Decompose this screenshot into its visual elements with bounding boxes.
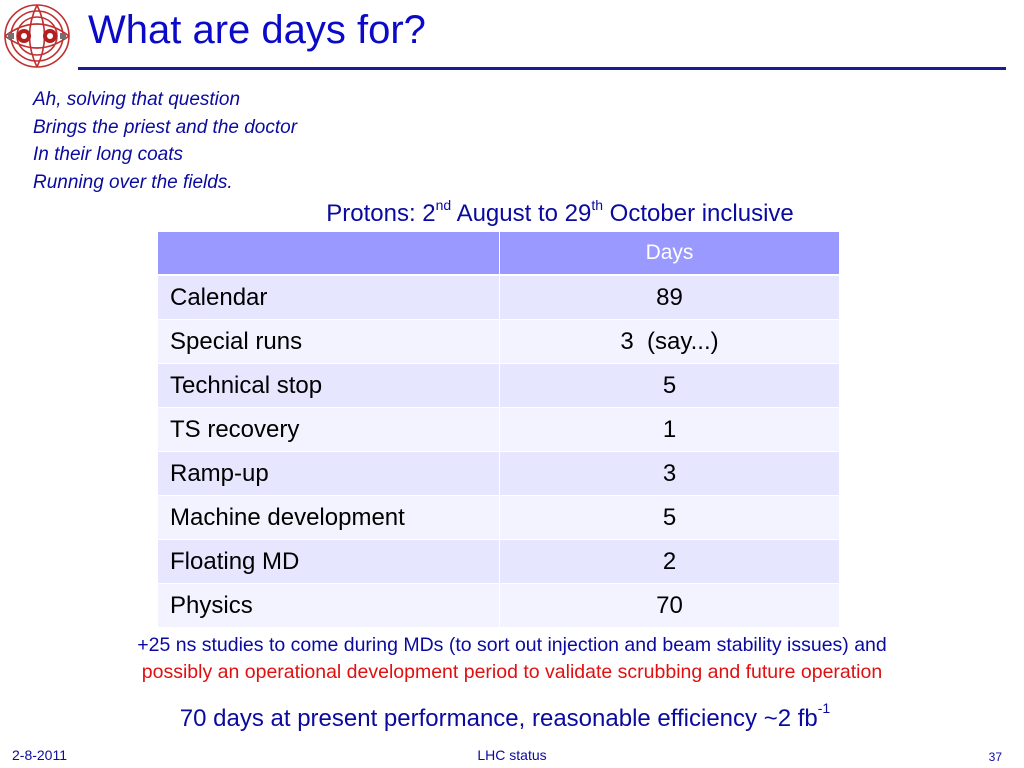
row-value: 1	[499, 407, 840, 452]
table-row: Floating MD 2	[157, 539, 840, 584]
caption-middle: August to 29	[451, 200, 592, 227]
caption-sup-nd: nd	[435, 197, 452, 213]
conclusion-main: 70 days at present performance, reasonab…	[179, 705, 818, 732]
poem-line: Brings the priest and the doctor	[33, 116, 298, 138]
row-label: Calendar	[157, 274, 500, 320]
table-row: TS recovery 1	[157, 407, 840, 452]
table-caption: Protons: 2nd August to 29th October incl…	[0, 197, 1024, 228]
row-value: 89	[499, 274, 840, 320]
row-label: Machine development	[157, 495, 500, 540]
row-label: Technical stop	[157, 363, 500, 408]
row-value: 5	[499, 495, 840, 540]
row-value: 70	[499, 583, 840, 628]
row-value: 3	[499, 451, 840, 496]
table-row: Special runs 3 (say...)	[157, 319, 840, 364]
title-divider	[78, 67, 1006, 70]
header-days-cell: Days	[499, 231, 840, 276]
footer-date: 2-8-2011	[12, 747, 68, 763]
caption-suffix: October inclusive	[603, 200, 794, 227]
note-line-blue: +25 ns studies to come during MDs (to so…	[137, 634, 887, 656]
studies-note: +25 ns studies to come during MDs (to so…	[0, 632, 1024, 686]
slide-title: What are days for?	[88, 8, 426, 52]
row-label: Ramp-up	[157, 451, 500, 496]
page-number: 37	[988, 750, 1002, 764]
note-line-red: possibly an operational development peri…	[141, 661, 883, 683]
poem-line: Running over the fields.	[33, 171, 233, 193]
table-header-row: Days	[157, 231, 840, 276]
row-label: Special runs	[157, 319, 500, 364]
table-row: Calendar 89	[157, 274, 840, 320]
row-value: 3 (say...)	[499, 319, 840, 364]
row-value: 2	[499, 539, 840, 584]
row-label: Floating MD	[157, 539, 500, 584]
poem-quote: Ah, solving that question Brings the pri…	[33, 86, 297, 196]
header-label-cell	[157, 231, 500, 276]
table-row: Physics 70	[157, 583, 840, 628]
poem-line: Ah, solving that question	[33, 89, 241, 110]
table-row: Ramp-up 3	[157, 451, 840, 496]
days-table: Days Calendar 89 Special runs 3 (say...)…	[157, 231, 840, 628]
footer-title: LHC status	[477, 747, 547, 763]
table-row: Machine development 5	[157, 495, 840, 540]
poem-line: In their long coats	[33, 144, 183, 165]
row-value: 5	[499, 363, 840, 408]
row-label: Physics	[157, 583, 500, 628]
table-row: Technical stop 5	[157, 363, 840, 408]
conclusion-sup: -1	[817, 700, 831, 716]
caption-sup-th: th	[591, 197, 604, 213]
lhc-logo-icon	[4, 4, 70, 68]
conclusion-text: 70 days at present performance, reasonab…	[0, 700, 1010, 733]
row-label: TS recovery	[157, 407, 500, 452]
caption-prefix: Protons: 2	[326, 200, 436, 227]
